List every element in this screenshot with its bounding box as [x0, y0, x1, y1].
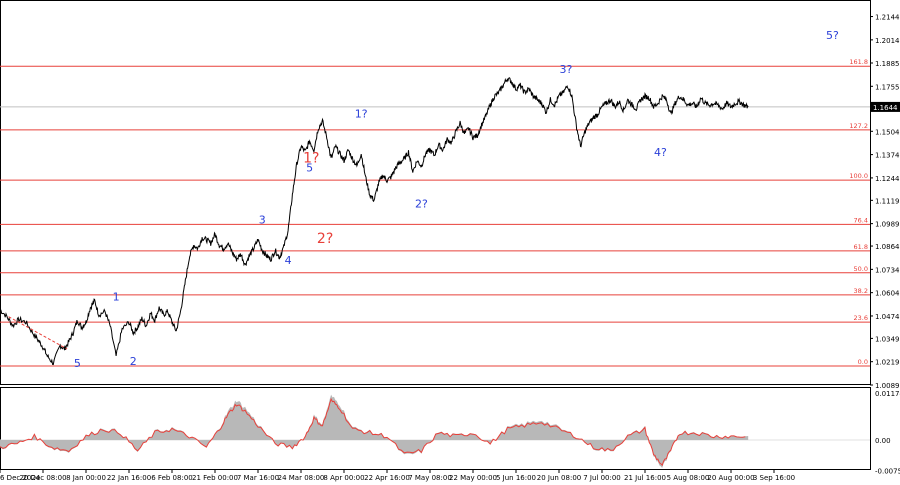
time-tick-label: 22 Jan 16:00 [107, 474, 151, 482]
wave-label: 2? [415, 197, 428, 210]
fib-level-label: 127.2 [849, 122, 868, 130]
fib-level-label: 50.0 [854, 265, 868, 273]
indicator-tick-label: 0.01174 [875, 390, 900, 398]
price-tick-label: 1.1755 [875, 83, 900, 91]
time-tick-label: 20 Dec 08:00 [19, 474, 66, 482]
fib-level-label: 38.2 [854, 287, 868, 295]
time-tick-label: 7 May 08:00 [408, 474, 452, 482]
indicator-tick-label: 0.00 [875, 437, 891, 445]
time-tick-label: 6 Feb 08:00 [151, 474, 192, 482]
wave-label: 1? [303, 150, 319, 166]
price-tick-label: 1.1374 [875, 152, 900, 160]
time-tick-label: 7 Mar 16:00 [237, 474, 279, 482]
fib-level-label: 100.0 [849, 172, 868, 180]
price-tick-label: 1.1885 [875, 60, 900, 68]
time-tick-label: 22 May 00:00 [449, 474, 497, 482]
indicator-tick-label: -0.00757 [875, 467, 900, 475]
price-tick-label: 1.0474 [875, 313, 900, 321]
price-tick-label: 1.0989 [875, 221, 900, 229]
current-price-tag [870, 101, 900, 112]
price-tick-label: 1.2144 [875, 14, 900, 22]
fib-level-label: 23.6 [854, 314, 868, 322]
wave-label: 5? [826, 29, 839, 42]
time-tick-label: 6 Dec 2024 [0, 474, 41, 482]
wave-label: 3? [559, 63, 572, 76]
fib-level-label: 161.8 [849, 58, 868, 66]
price-tick-label: 1.0349 [875, 335, 900, 343]
time-tick-label: 8 Jan 00:00 [66, 474, 106, 482]
price-tick-label: 1.2014 [875, 37, 900, 45]
price-tick-label: 1.1244 [875, 175, 900, 183]
wave-label: 4 [285, 254, 292, 267]
price-tick-label: 1.0089 [875, 382, 900, 390]
price-panel-frame [0, 0, 871, 385]
wave-label: 2? [317, 231, 333, 247]
price-tick-label: 1.0219 [875, 359, 900, 367]
time-tick-label: 21 Feb 00:00 [192, 474, 238, 482]
dashed-trendline [8, 316, 68, 350]
time-tick-label: 21 Jul 16:00 [624, 474, 666, 482]
wave-label: 5 [306, 161, 313, 174]
time-tick-label: 22 Apr 16:00 [364, 474, 410, 482]
time-tick-label: 7 Jul 00:00 [583, 474, 621, 482]
time-tick-label: 24 Mar 08:00 [278, 474, 325, 482]
time-tick-label: 8 Apr 00:00 [323, 474, 364, 482]
time-tick-label: 20 Aug 00:00 [707, 474, 754, 482]
wave-label: 4? [654, 146, 667, 159]
time-tick-label: 5 Aug 08:00 [667, 474, 710, 482]
fib-level-label: 61.8 [854, 243, 868, 251]
indicator-signal-line [0, 397, 746, 467]
price-tick-label: 1.1119 [875, 197, 900, 205]
wave-label: 2 [130, 355, 137, 368]
price-tick-label: 1.0604 [875, 290, 900, 298]
price-panel: 1.21441.20141.18851.17551.16341.15041.13… [0, 0, 900, 390]
wave-label: 1? [355, 108, 368, 121]
price-series-line [0, 77, 749, 366]
price-tick-label: 1.0864 [875, 243, 900, 251]
wave-label: 5 [74, 357, 81, 370]
indicator-panel-frame [0, 387, 871, 470]
indicator-panel: 0.01174 0.00 -0.00757 [0, 387, 900, 475]
current-price-label: 1.1644 [873, 104, 898, 112]
wave-label: 3 [259, 213, 266, 226]
wave-label: 1 [113, 291, 120, 304]
time-tick-label: 3 Sep 16:00 [753, 474, 795, 482]
fib-level-label: 76.4 [854, 216, 868, 224]
fib-level-label: 0.0 [858, 358, 868, 366]
time-tick-label: 20 Jun 08:00 [537, 474, 581, 482]
time-tick-label: 5 Jun 16:00 [496, 474, 536, 482]
price-tick-label: 1.1504 [875, 128, 900, 136]
price-tick-label: 1.0734 [875, 266, 900, 274]
